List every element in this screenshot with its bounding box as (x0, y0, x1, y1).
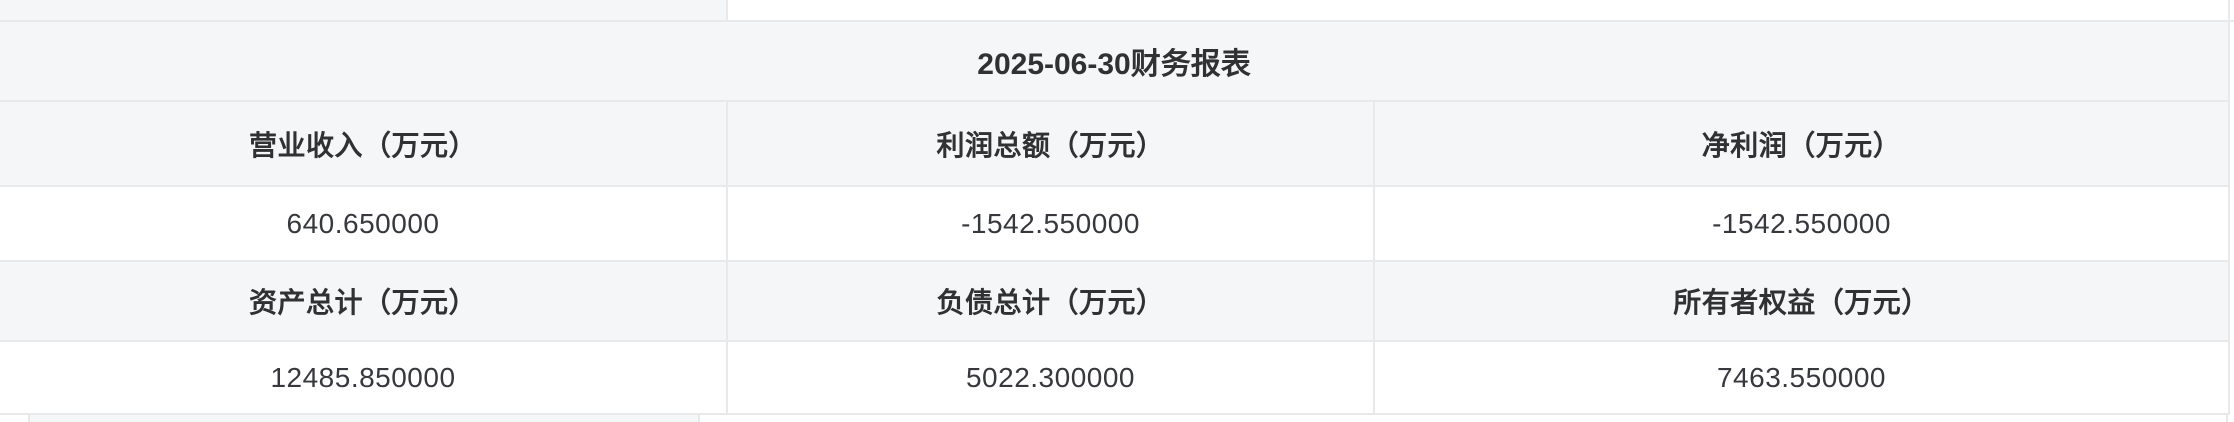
header-cell-total-assets: 资产总计（万元） (0, 262, 728, 342)
value-cell-net-profit: -1542.550000 (1375, 187, 2230, 262)
header-cell-total-liabilities: 负债总计（万元） (728, 262, 1375, 342)
next-row-fragment-left-pad (0, 415, 30, 422)
value-cell-total-assets: 12485.850000 (0, 342, 728, 415)
header-cell-net-profit: 净利润（万元） (1375, 102, 2230, 187)
next-row-fragment-white-cell (700, 415, 2228, 422)
report-title: 2025-06-30财务报表 (977, 48, 1251, 81)
header-row-income: 营业收入（万元） 利润总额（万元） 净利润（万元） (0, 102, 2234, 187)
value-cell-total-profit: -1542.550000 (728, 187, 1375, 262)
header-cell-owners-equity: 所有者权益（万元） (1375, 262, 2230, 342)
value-row-income: 640.650000 -1542.550000 -1542.550000 (0, 187, 2234, 262)
header-cell-total-profit: 利润总额（万元） (728, 102, 1375, 187)
header-row-balance: 资产总计（万元） 负债总计（万元） 所有者权益（万元） (0, 262, 2234, 342)
next-row-fragment-gray-cell (30, 415, 700, 422)
value-cell-total-liabilities: 5022.300000 (728, 342, 1375, 415)
previous-row-fragment (0, 0, 2234, 22)
value-row-balance: 12485.850000 5022.300000 7463.550000 (0, 342, 2234, 415)
next-row-fragment (0, 415, 2234, 422)
previous-row-fragment-right-cell (728, 0, 2230, 20)
previous-row-fragment-left-cell (0, 0, 728, 20)
value-cell-owners-equity: 7463.550000 (1375, 342, 2230, 415)
report-title-row: 2025-06-30财务报表 (0, 22, 2230, 102)
header-cell-operating-revenue: 营业收入（万元） (0, 102, 728, 187)
value-cell-operating-revenue: 640.650000 (0, 187, 728, 262)
